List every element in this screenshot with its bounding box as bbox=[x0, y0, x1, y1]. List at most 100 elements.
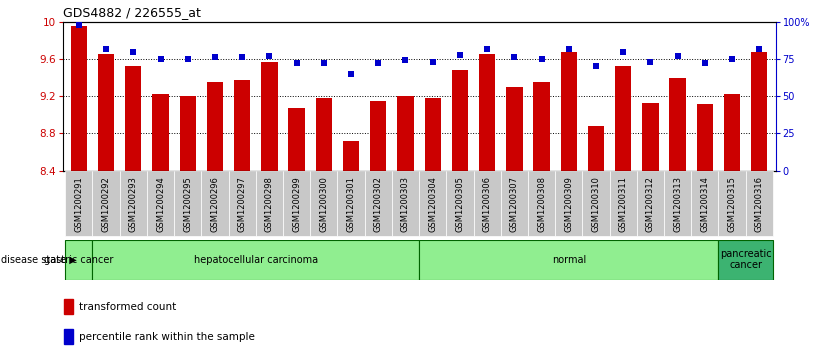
Text: transformed count: transformed count bbox=[78, 302, 176, 311]
Point bbox=[535, 56, 548, 62]
Text: GDS4882 / 226555_at: GDS4882 / 226555_at bbox=[63, 6, 200, 19]
Text: GSM1200292: GSM1200292 bbox=[102, 176, 111, 232]
Bar bbox=[560, 53, 577, 171]
Text: GSM1200314: GSM1200314 bbox=[701, 176, 710, 232]
Bar bbox=[234, 80, 250, 171]
Text: GSM1200299: GSM1200299 bbox=[292, 176, 301, 232]
Bar bbox=[500, 171, 528, 236]
Bar bbox=[534, 82, 550, 171]
Bar bbox=[229, 171, 256, 236]
Text: GSM1200316: GSM1200316 bbox=[755, 176, 764, 232]
Bar bbox=[364, 171, 392, 236]
Text: GSM1200313: GSM1200313 bbox=[673, 176, 682, 232]
Bar bbox=[174, 171, 201, 236]
Bar bbox=[751, 52, 767, 171]
Text: GSM1200311: GSM1200311 bbox=[619, 176, 628, 232]
Bar bbox=[670, 78, 686, 171]
Bar bbox=[120, 171, 147, 236]
Bar bbox=[256, 171, 283, 236]
Bar bbox=[746, 171, 773, 236]
Text: normal: normal bbox=[551, 254, 586, 265]
Text: GSM1200296: GSM1200296 bbox=[210, 176, 219, 232]
Point bbox=[73, 22, 86, 28]
Bar bbox=[98, 54, 114, 171]
Text: GSM1200297: GSM1200297 bbox=[238, 176, 247, 232]
Point bbox=[453, 52, 466, 57]
Bar bbox=[71, 26, 87, 171]
Text: GSM1200307: GSM1200307 bbox=[510, 176, 519, 232]
Bar bbox=[718, 240, 773, 280]
Bar bbox=[452, 70, 468, 171]
Text: GSM1200309: GSM1200309 bbox=[565, 176, 573, 232]
Point bbox=[590, 64, 603, 69]
Point bbox=[480, 46, 494, 52]
Text: GSM1200305: GSM1200305 bbox=[455, 176, 465, 232]
Bar bbox=[64, 329, 73, 344]
Text: GSM1200294: GSM1200294 bbox=[156, 176, 165, 232]
Bar bbox=[474, 171, 500, 236]
Bar bbox=[153, 94, 168, 171]
Text: GSM1200293: GSM1200293 bbox=[128, 176, 138, 232]
Bar bbox=[343, 141, 359, 171]
Text: GSM1200304: GSM1200304 bbox=[428, 176, 437, 232]
Bar bbox=[65, 171, 93, 236]
Bar bbox=[338, 171, 364, 236]
Point bbox=[399, 58, 412, 64]
Point bbox=[344, 71, 358, 77]
Bar bbox=[310, 171, 338, 236]
Text: GSM1200302: GSM1200302 bbox=[374, 176, 383, 232]
Point bbox=[752, 46, 766, 52]
Point bbox=[508, 54, 521, 60]
Bar bbox=[479, 54, 495, 171]
Point bbox=[235, 54, 249, 60]
Bar bbox=[315, 98, 332, 171]
Text: GSM1200308: GSM1200308 bbox=[537, 176, 546, 232]
Bar bbox=[506, 87, 523, 171]
Point bbox=[317, 61, 330, 66]
Point bbox=[372, 61, 385, 66]
Point bbox=[616, 49, 630, 54]
Bar bbox=[125, 66, 142, 171]
Point bbox=[726, 56, 739, 62]
Bar bbox=[664, 171, 691, 236]
Bar bbox=[718, 171, 746, 236]
Text: GSM1200291: GSM1200291 bbox=[74, 176, 83, 232]
Bar bbox=[147, 171, 174, 236]
Point bbox=[698, 61, 711, 66]
Text: hepatocellular carcinoma: hepatocellular carcinoma bbox=[193, 254, 318, 265]
Text: GSM1200300: GSM1200300 bbox=[319, 176, 329, 232]
Text: GSM1200298: GSM1200298 bbox=[265, 176, 274, 232]
Bar bbox=[93, 171, 120, 236]
Point bbox=[644, 59, 657, 65]
Point bbox=[153, 56, 167, 62]
Point bbox=[127, 49, 140, 54]
Text: disease state ▶: disease state ▶ bbox=[1, 254, 77, 265]
Bar bbox=[419, 171, 446, 236]
Bar bbox=[696, 104, 713, 171]
Bar bbox=[207, 82, 224, 171]
Point bbox=[562, 46, 575, 52]
Bar bbox=[642, 103, 659, 171]
Bar bbox=[65, 240, 93, 280]
Bar bbox=[446, 171, 474, 236]
Point bbox=[426, 59, 440, 65]
Point bbox=[290, 61, 304, 66]
Bar bbox=[555, 171, 582, 236]
Bar bbox=[610, 171, 637, 236]
Bar bbox=[392, 171, 419, 236]
Text: percentile rank within the sample: percentile rank within the sample bbox=[78, 331, 254, 342]
Point bbox=[99, 46, 113, 52]
Bar bbox=[724, 94, 741, 171]
Text: GSM1200301: GSM1200301 bbox=[347, 176, 355, 232]
Bar bbox=[370, 101, 386, 171]
Text: pancreatic
cancer: pancreatic cancer bbox=[720, 249, 771, 270]
Bar bbox=[419, 240, 718, 280]
Bar bbox=[582, 171, 610, 236]
Bar bbox=[283, 171, 310, 236]
Bar bbox=[201, 171, 229, 236]
Text: gastric cancer: gastric cancer bbox=[44, 254, 113, 265]
Bar bbox=[397, 96, 414, 171]
Text: GSM1200312: GSM1200312 bbox=[646, 176, 655, 232]
Bar bbox=[588, 126, 604, 171]
Bar bbox=[615, 66, 631, 171]
